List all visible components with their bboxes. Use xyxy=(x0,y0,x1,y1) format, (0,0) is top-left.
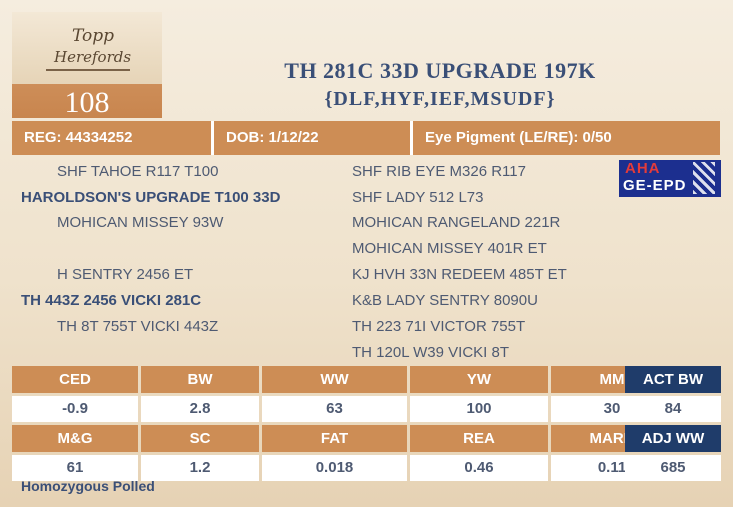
lot-number: 108 xyxy=(64,86,110,119)
pedigree-sire: HAROLDSON'S UPGRADE T100 33D xyxy=(21,189,281,206)
adj-ww-header: ADJ WW xyxy=(625,425,721,452)
badge-aha-text: AHA xyxy=(625,160,661,177)
animal-name: TH 281C 33D UPGRADE 197K xyxy=(284,58,596,83)
pedigree-sire-dam-sire: MOHICAN RANGELAND 221R xyxy=(352,214,561,231)
epd-header-ced: CED xyxy=(12,366,138,393)
topp-herefords-logo: Topp Herefords xyxy=(12,12,162,84)
pedigree-sire-sire: SHF TAHOE R117 T100 xyxy=(57,163,219,180)
aha-ge-epd-logo: AHA GE-EPD xyxy=(619,160,721,197)
pedigree-dam-dam: TH 8T 755T VICKI 443Z xyxy=(57,318,219,335)
epd-value-ced: -0.9 xyxy=(12,396,138,422)
epd-table: CED BW WW YW MM -0.9 2.8 63 100 30 M&G S… xyxy=(12,366,673,481)
registration-number: REG: 44334252 xyxy=(12,121,211,155)
epd-header-ww: WW xyxy=(262,366,407,393)
epd-header-sc: SC xyxy=(141,425,259,452)
pedigree-sire-sire-dam: SHF LADY 512 L73 xyxy=(352,189,484,206)
logo-text-herefords: Herefords xyxy=(54,48,132,66)
pedigree-dam-sire-dam: K&B LADY SENTRY 8090U xyxy=(352,292,538,309)
pedigree-dam: TH 443Z 2456 VICKI 281C xyxy=(21,292,202,309)
eye-pigment: Eye Pigment (LE/RE): 0/50 xyxy=(413,121,720,155)
badge-ge-epd-text: GE-EPD xyxy=(623,177,687,194)
adj-ww-value: 685 xyxy=(625,455,721,481)
actual-weights-table: ACT BW 84 ADJ WW 685 xyxy=(625,366,721,481)
pedigree-dam-dam-sire: TH 223 71I VICTOR 755T xyxy=(352,318,526,335)
epd-header-rea: REA xyxy=(410,425,548,452)
epd-value-bw: 2.8 xyxy=(141,396,259,422)
act-bw-header: ACT BW xyxy=(625,366,721,393)
info-bar: REG: 44334252 DOB: 1/12/22 Eye Pigment (… xyxy=(12,121,720,155)
pedigree-dam-sire-sire: KJ HVH 33N REDEEM 485T ET xyxy=(352,266,567,283)
lot-badge: Topp Herefords 108 xyxy=(12,12,162,118)
epd-value-mg: 61 xyxy=(12,455,138,481)
pedigree-sire-sire-sire: SHF RIB EYE M326 R117 xyxy=(352,163,526,180)
pedigree-sire-dam-dam: MOHICAN MISSEY 401R ET xyxy=(352,240,547,257)
epd-value-fat: 0.018 xyxy=(262,455,407,481)
genetic-status: {DLF,HYF,IEF,MSUDF} xyxy=(324,88,556,110)
logo-text-topp: Topp xyxy=(72,26,115,46)
epd-header-bw: BW xyxy=(141,366,259,393)
pedigree-dam-sire: H SENTRY 2456 ET xyxy=(57,266,194,283)
dna-helix-icon xyxy=(693,162,715,194)
epd-value-rea: 0.46 xyxy=(410,455,548,481)
act-bw-value: 84 xyxy=(625,396,721,422)
logo-underline xyxy=(46,69,130,71)
epd-header-fat: FAT xyxy=(262,425,407,452)
epd-header-yw: YW xyxy=(410,366,548,393)
pedigree-dam-dam-dam: TH 120L W39 VICKI 8T xyxy=(352,344,510,361)
epd-value-sc: 1.2 xyxy=(141,455,259,481)
epd-value-yw: 100 xyxy=(410,396,548,422)
pedigree-sire-dam: MOHICAN MISSEY 93W xyxy=(57,214,224,231)
epd-value-ww: 63 xyxy=(262,396,407,422)
polled-status: Homozygous Polled xyxy=(21,478,155,494)
date-of-birth: DOB: 1/12/22 xyxy=(214,121,410,155)
epd-header-mg: M&G xyxy=(12,425,138,452)
